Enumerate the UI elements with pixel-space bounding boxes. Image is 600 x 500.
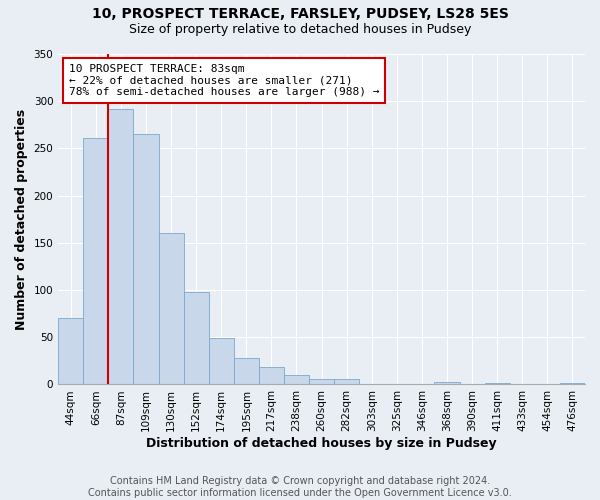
Bar bbox=[334, 379, 359, 384]
Bar bbox=[284, 375, 309, 384]
Bar bbox=[485, 382, 510, 384]
Text: 10 PROSPECT TERRACE: 83sqm
← 22% of detached houses are smaller (271)
78% of sem: 10 PROSPECT TERRACE: 83sqm ← 22% of deta… bbox=[69, 64, 379, 97]
Bar bbox=[83, 138, 109, 384]
Bar bbox=[209, 338, 234, 384]
Text: Contains HM Land Registry data © Crown copyright and database right 2024.
Contai: Contains HM Land Registry data © Crown c… bbox=[88, 476, 512, 498]
Text: Size of property relative to detached houses in Pudsey: Size of property relative to detached ho… bbox=[129, 22, 471, 36]
X-axis label: Distribution of detached houses by size in Pudsey: Distribution of detached houses by size … bbox=[146, 437, 497, 450]
Text: 10, PROSPECT TERRACE, FARSLEY, PUDSEY, LS28 5ES: 10, PROSPECT TERRACE, FARSLEY, PUDSEY, L… bbox=[92, 8, 508, 22]
Bar bbox=[259, 366, 284, 384]
Y-axis label: Number of detached properties: Number of detached properties bbox=[15, 108, 28, 330]
Bar bbox=[234, 358, 259, 384]
Bar bbox=[58, 318, 83, 384]
Bar bbox=[133, 134, 158, 384]
Bar bbox=[109, 109, 133, 384]
Bar bbox=[184, 292, 209, 384]
Bar bbox=[560, 382, 585, 384]
Bar bbox=[158, 234, 184, 384]
Bar bbox=[434, 382, 460, 384]
Bar bbox=[309, 379, 334, 384]
